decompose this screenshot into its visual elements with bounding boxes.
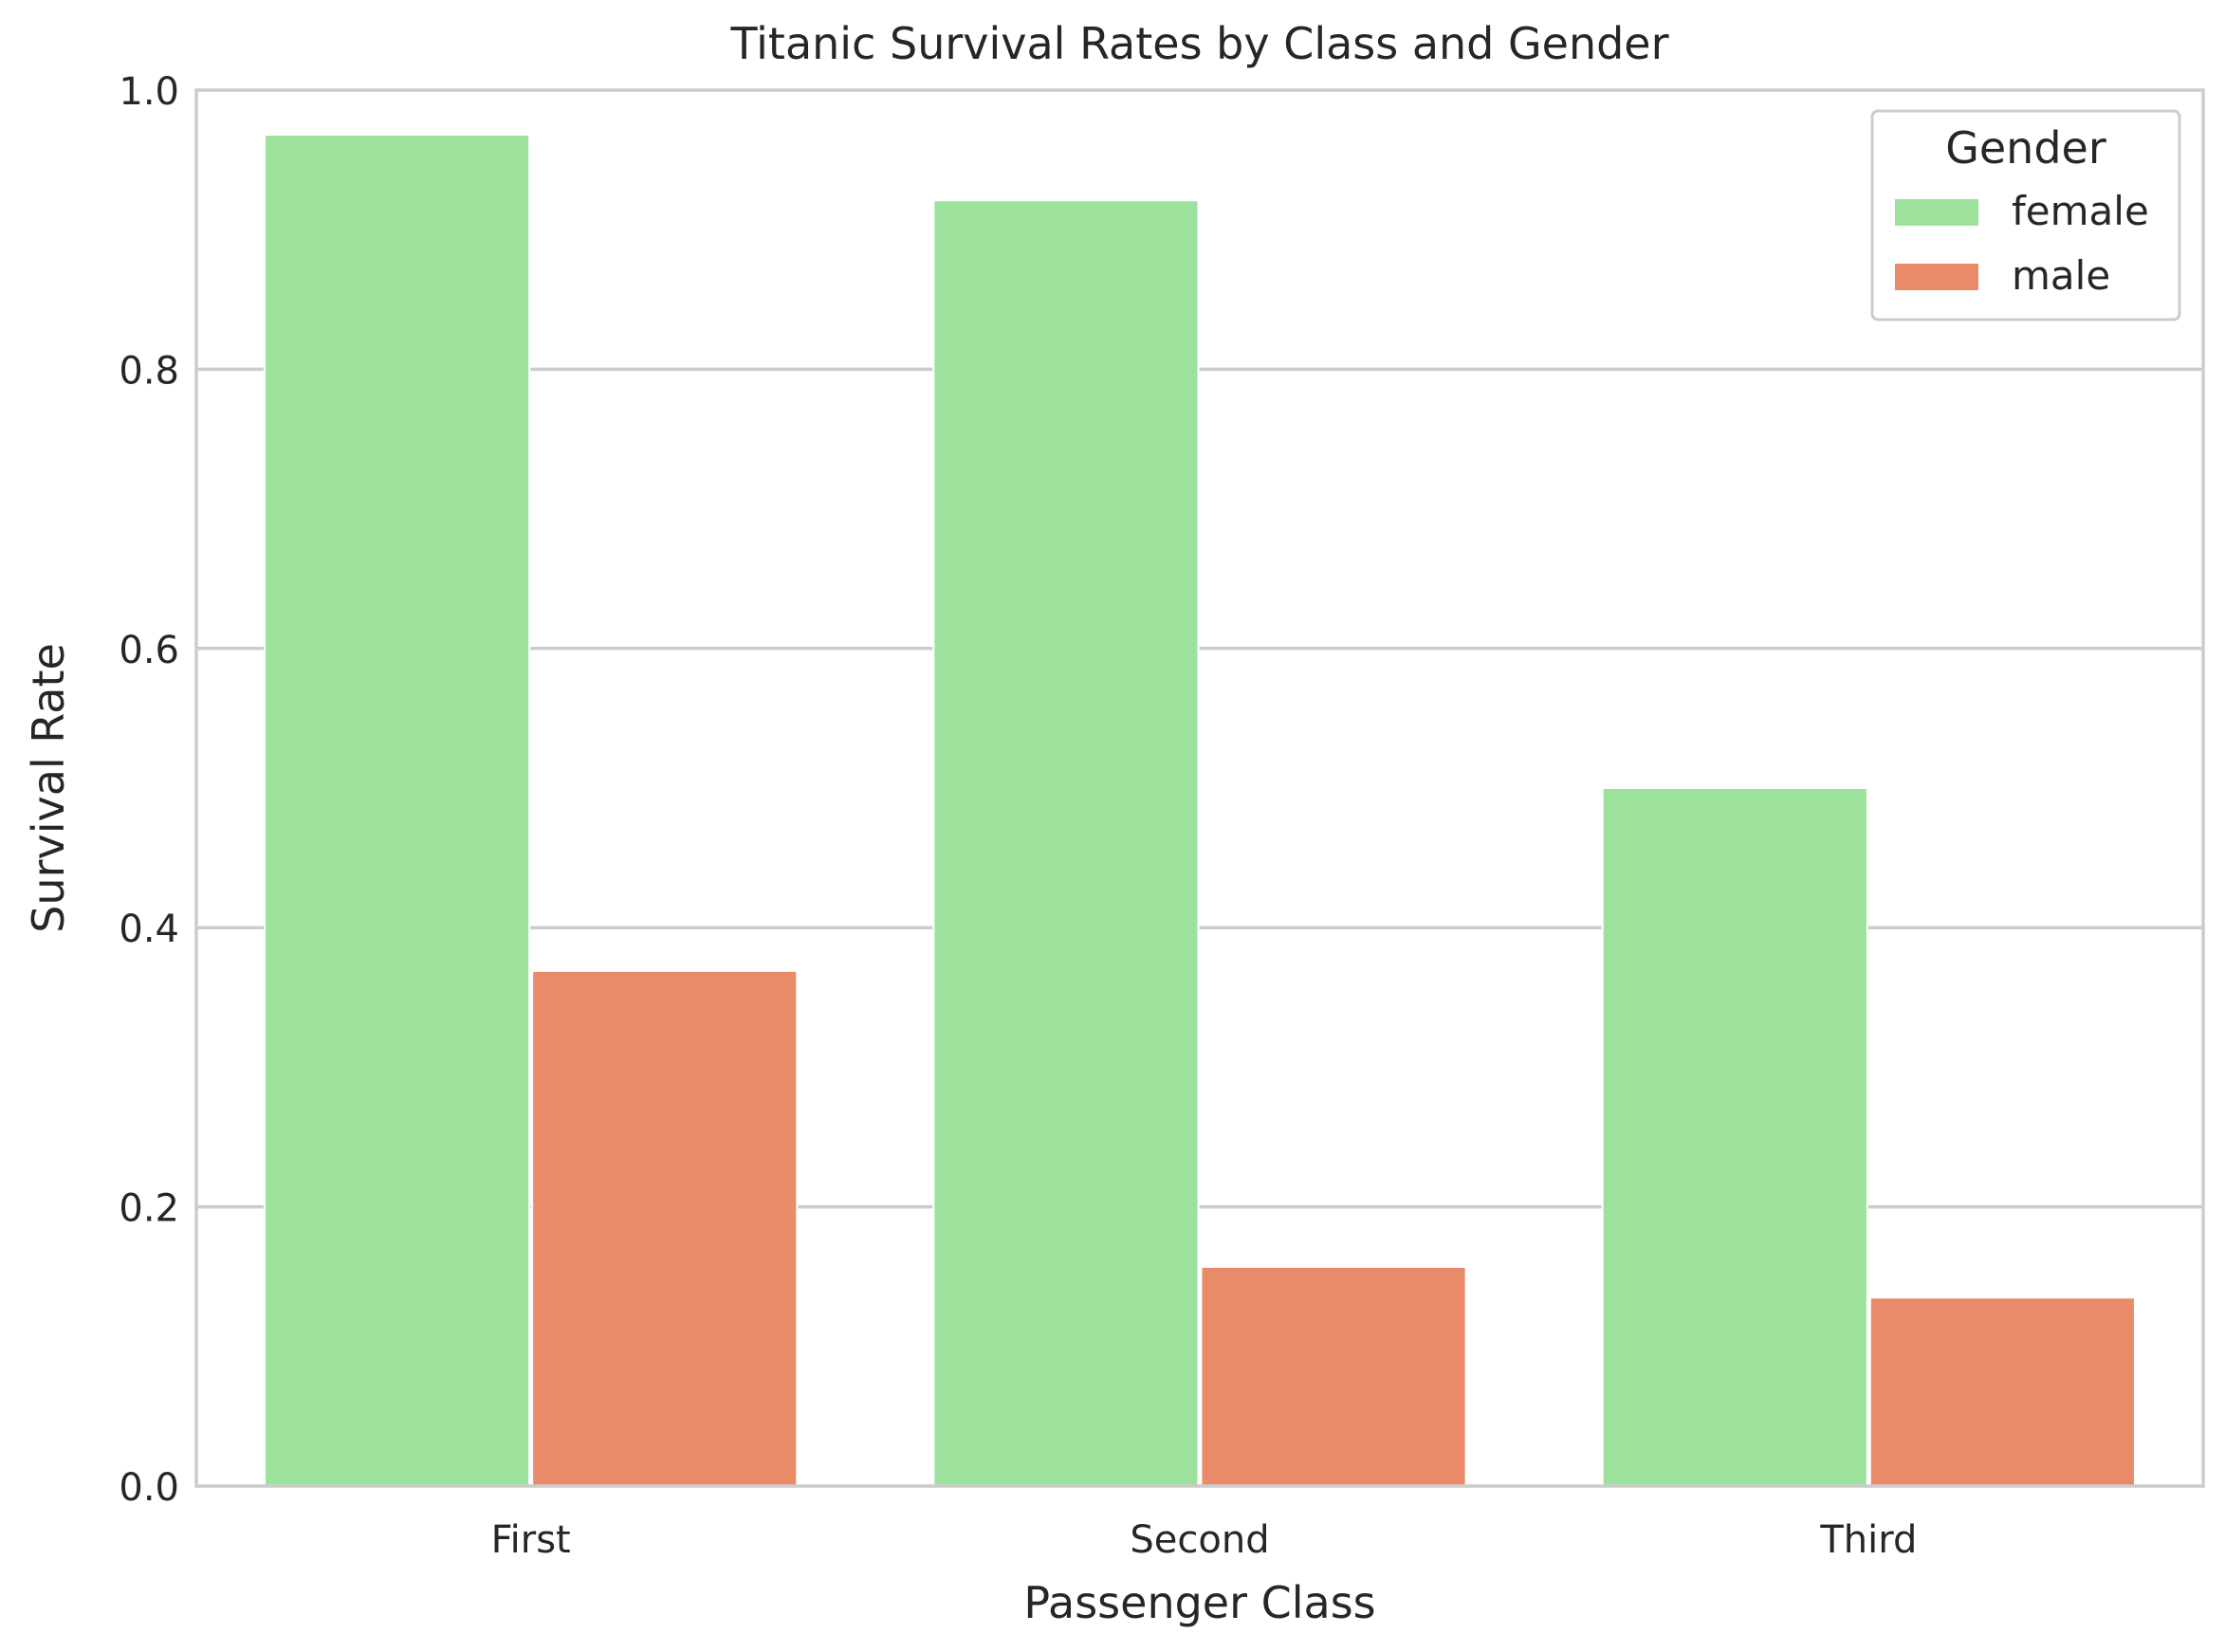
bar-male-second (1200, 1265, 1467, 1487)
legend-title: Gender (1945, 122, 2106, 174)
x-axis-label: Passenger Class (1023, 1577, 1375, 1628)
y-axis-label: Survival Rate (23, 643, 74, 933)
x-tick-label: First (491, 1518, 571, 1562)
legend-swatch-female (1895, 199, 1978, 226)
x-tick-label: Second (1130, 1518, 1269, 1562)
y-tick-label: 1.0 (119, 70, 179, 114)
legend: Gender female male (1870, 109, 2181, 321)
y-tick-label: 0.6 (119, 629, 179, 672)
x-tick-labels: First Second Third (491, 1518, 1918, 1562)
bar-male-first (531, 969, 799, 1487)
x-tick-label: Third (1819, 1518, 1917, 1562)
y-tick-label: 0.8 (119, 349, 179, 393)
y-tick-label: 0.0 (119, 1466, 179, 1510)
chart-title: Titanic Survival Rates by Class and Gend… (729, 18, 1668, 69)
y-tick-labels: 0.0 0.2 0.4 0.6 0.8 1.0 (119, 70, 179, 1510)
legend-label-female: female (2012, 188, 2149, 234)
bar-female-second (932, 199, 1200, 1488)
y-tick-label: 0.4 (119, 908, 179, 951)
legend-swatch-male (1895, 264, 1978, 290)
legend-label-male: male (2012, 252, 2110, 299)
gridlines (196, 367, 2203, 1209)
legend-items: female male (1895, 188, 2149, 299)
plot-frame (194, 88, 2205, 1488)
y-tick-label: 0.2 (119, 1187, 179, 1231)
bar-female-first (264, 134, 531, 1487)
bar-female-third (1601, 787, 1868, 1487)
bars (264, 134, 2136, 1488)
bar-male-third (1868, 1296, 2136, 1488)
